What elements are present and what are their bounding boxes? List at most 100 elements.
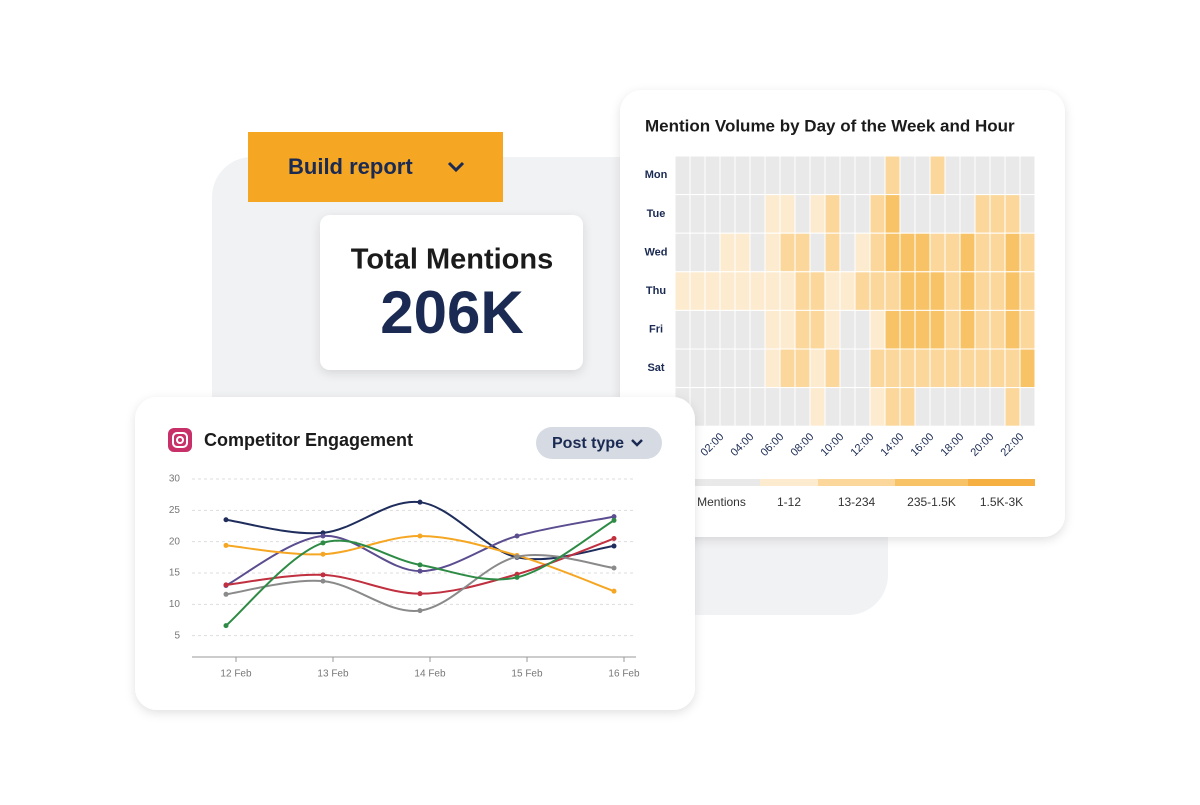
heat-cell [689, 194, 706, 234]
heat-cell [944, 387, 961, 427]
post-type-filter[interactable]: Post type [536, 427, 662, 459]
heat-cell [764, 271, 781, 311]
heat-cell [839, 387, 856, 427]
heat-cell [704, 387, 721, 427]
heat-cell [674, 271, 691, 311]
data-point [611, 514, 617, 520]
heat-cell [1004, 194, 1021, 234]
heat-cell [674, 309, 691, 350]
heat-cell [794, 271, 811, 311]
heat-cell [974, 155, 991, 196]
data-point [223, 582, 229, 588]
legend-label: 1-12 [777, 495, 801, 509]
x-tick-label: 16 Feb [608, 669, 640, 680]
icon-frame [172, 432, 188, 448]
heat-cell [959, 271, 976, 311]
heat-cell [1019, 387, 1036, 427]
legend-label: Mentions [697, 495, 746, 509]
heat-cell [809, 348, 826, 389]
heat-cell [1004, 387, 1021, 427]
row-label: Thu [646, 285, 666, 297]
heat-cell [809, 194, 826, 234]
total-value: 206K [380, 279, 523, 346]
heat-cell [749, 271, 766, 311]
legend-swatch [895, 479, 968, 486]
heat-cell [824, 155, 841, 196]
heat-cell [689, 348, 706, 389]
data-point [223, 591, 229, 597]
heat-cell [914, 348, 931, 389]
x-tick-label: 12 Feb [220, 669, 252, 680]
heat-cell [989, 309, 1006, 350]
heat-cell [824, 232, 841, 273]
heat-cell [944, 271, 961, 311]
heat-cell [884, 387, 901, 427]
heat-cell [779, 309, 796, 350]
legend-swatch [968, 479, 1035, 486]
data-point [417, 533, 423, 539]
heat-cell [689, 271, 706, 311]
heat-cell [809, 155, 826, 196]
heat-cell [794, 232, 811, 273]
heat-cell [734, 271, 751, 311]
icon-lens [176, 436, 184, 444]
heat-cell [749, 309, 766, 350]
heat-cell [989, 155, 1006, 196]
button-label: Build report [288, 154, 413, 179]
row-label: Tue [647, 208, 666, 220]
heat-cell [779, 232, 796, 273]
heat-cell [884, 194, 901, 234]
heat-cell [869, 194, 886, 234]
heat-cell [764, 309, 781, 350]
heat-cell [719, 155, 736, 196]
heat-cell [734, 309, 751, 350]
chevron [447, 161, 465, 173]
y-tick-label: 25 [169, 505, 181, 516]
heat-cell [869, 387, 886, 427]
heat-cell [899, 232, 916, 273]
heat-cell [839, 155, 856, 196]
build-report-button[interactable]: Build report [248, 132, 503, 202]
heat-cell [719, 194, 736, 234]
heat-cell [839, 271, 856, 311]
heat-cell [719, 232, 736, 273]
heat-cell [794, 309, 811, 350]
x-tick-label: 14 Feb [414, 669, 446, 680]
heat-cell [854, 309, 871, 350]
heat-cell [764, 155, 781, 196]
data-point [611, 536, 617, 542]
x-tick-label: 15 Feb [511, 669, 543, 680]
legend-label: 1.5K-3K [980, 495, 1023, 509]
heat-cell [689, 155, 706, 196]
heat-cell [959, 155, 976, 196]
heat-cell [914, 309, 931, 350]
heat-cell [929, 155, 946, 196]
heat-cell [779, 194, 796, 234]
legend-label: 13-234 [838, 495, 876, 509]
heat-cell [824, 387, 841, 427]
heat-cell [929, 271, 946, 311]
data-point [417, 499, 423, 505]
heat-cell [944, 309, 961, 350]
x-tick-label: 13 Feb [317, 669, 349, 680]
heat-cell [914, 387, 931, 427]
heat-cell [794, 348, 811, 389]
data-point [514, 554, 520, 560]
heat-cell [704, 309, 721, 350]
heat-cell [959, 387, 976, 427]
data-point [611, 517, 617, 523]
heat-cell [674, 194, 691, 234]
heat-cell [839, 309, 856, 350]
total-title: Total Mentions [351, 244, 553, 276]
heat-cell [854, 271, 871, 311]
heat-cell [704, 348, 721, 389]
heat-cell [899, 155, 916, 196]
heat-cell [899, 387, 916, 427]
heat-cell [734, 232, 751, 273]
heat-cell [809, 387, 826, 427]
y-tick-label: 5 [174, 630, 180, 641]
heatmap: Mention Volume by Day of the Week and Ho… [644, 116, 1036, 509]
line-chart: Competitor Engagement Post type 5 10 15 20 2… [168, 427, 662, 680]
heat-cell [914, 271, 931, 311]
